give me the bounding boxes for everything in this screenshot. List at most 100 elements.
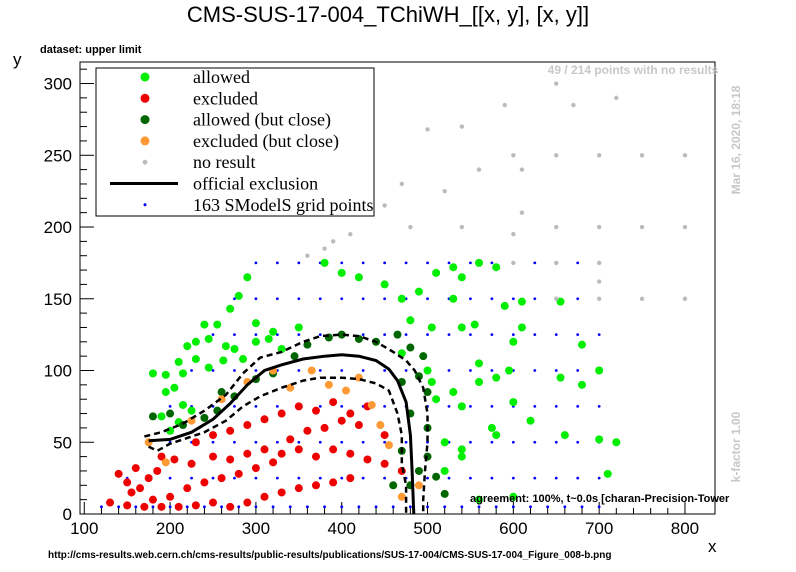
excluded-point [337, 416, 346, 425]
allowed-point [475, 359, 484, 368]
grid-point [275, 404, 279, 408]
excluded-point [380, 431, 389, 440]
excluded-point [363, 455, 372, 464]
allowed-point [470, 320, 479, 329]
axis-ticks: 100 200 300 400 500 600 700 800 0 50 100 150 200 250 3… [44, 68, 699, 538]
allowed-point [487, 423, 496, 432]
grid-point [426, 297, 429, 301]
grid-point [576, 297, 580, 301]
no-result-point [554, 260, 559, 266]
excluded-point [346, 409, 355, 418]
allowed-point [204, 363, 213, 372]
grid-point [576, 404, 580, 408]
excluded-point [157, 502, 166, 511]
grid-point [469, 297, 472, 301]
grid-point [490, 476, 494, 480]
excluded-point [251, 464, 260, 473]
allowed-point [500, 301, 509, 310]
grid-point [233, 476, 236, 480]
no-result-point [682, 224, 688, 230]
allowed-but-close-point [419, 352, 428, 361]
excluded-but-close-point [307, 366, 316, 375]
allowed-point [517, 297, 526, 306]
allowed-point [230, 344, 239, 353]
grid-point [233, 297, 236, 301]
exclusion-central [148, 353, 416, 515]
grid-point [185, 505, 189, 509]
no-result-point [399, 181, 404, 187]
allowed-point [612, 438, 621, 447]
legend-marker [140, 136, 150, 146]
allowed-point [264, 334, 273, 343]
allowed-point [556, 297, 565, 306]
grid-point [469, 476, 472, 480]
grid-point [275, 261, 279, 265]
grid-point [576, 369, 580, 372]
grid-point [254, 333, 258, 337]
grid-point [447, 404, 451, 408]
grid-point [190, 369, 193, 372]
grid-point [469, 369, 472, 372]
allowed-point [475, 495, 484, 504]
excluded-point [106, 498, 115, 507]
excluded-point [209, 452, 218, 461]
excluded-but-close-point [342, 386, 351, 395]
grid-point [340, 261, 344, 265]
grid-point [511, 297, 515, 301]
grid-point [383, 369, 387, 372]
allowed-point [183, 342, 192, 351]
excluded-point [136, 484, 145, 493]
allowed-point [432, 395, 441, 404]
no-result-point [511, 260, 516, 266]
source-url: http://cms-results.web.cern.ch/cms-resul… [48, 550, 611, 561]
legend-label: allowed (but close) [193, 110, 331, 131]
grid-point [254, 476, 258, 480]
legend-marker [140, 72, 150, 82]
grid-point [597, 333, 601, 337]
no-result-point [639, 296, 645, 301]
excluded-point [294, 402, 303, 411]
allowed-point [174, 357, 183, 366]
excluded-point [243, 421, 252, 430]
grid-point [391, 505, 395, 509]
excluded-but-close-point [217, 395, 226, 404]
no-result-point [382, 203, 387, 208]
grid-point [318, 476, 322, 480]
allowed-but-close-point [166, 409, 175, 418]
allowed-point [320, 258, 329, 267]
legend-marker [140, 115, 150, 125]
legend-label: allowed [193, 67, 250, 87]
grid-point [233, 404, 236, 408]
grid-point [511, 333, 515, 337]
no-result-point [519, 167, 525, 172]
grid-point [383, 297, 387, 301]
allowed-point [269, 327, 278, 336]
allowed-point [251, 319, 260, 328]
x-tick-label: 300 [242, 519, 270, 538]
grid-point [211, 476, 215, 480]
agreement-label: agreement: 100%, t~0.0s [charan-Precisio… [470, 493, 730, 505]
no-result-point [330, 239, 336, 244]
excluded-point [131, 464, 140, 473]
excluded-but-close-point [161, 458, 170, 467]
grid-point [254, 404, 258, 408]
allowed-point [380, 280, 389, 289]
allowed-point [449, 263, 458, 272]
allowed-point [577, 380, 586, 389]
excluded-point [157, 452, 166, 461]
grid-point [211, 440, 215, 444]
excluded-point [294, 484, 303, 493]
x-tick-label: 700 [585, 519, 613, 538]
grid-point [361, 297, 365, 301]
grid-point [511, 476, 515, 480]
grid-point [361, 476, 365, 480]
excluded-point [226, 455, 235, 464]
grid-point [426, 261, 429, 265]
grid-point [275, 440, 279, 444]
no-result-point [554, 153, 559, 158]
excluded-point [243, 449, 252, 458]
excluded-point [277, 449, 286, 458]
allowed-point [457, 273, 466, 282]
y-axis-label: y [13, 50, 22, 69]
grid-point [533, 297, 537, 301]
